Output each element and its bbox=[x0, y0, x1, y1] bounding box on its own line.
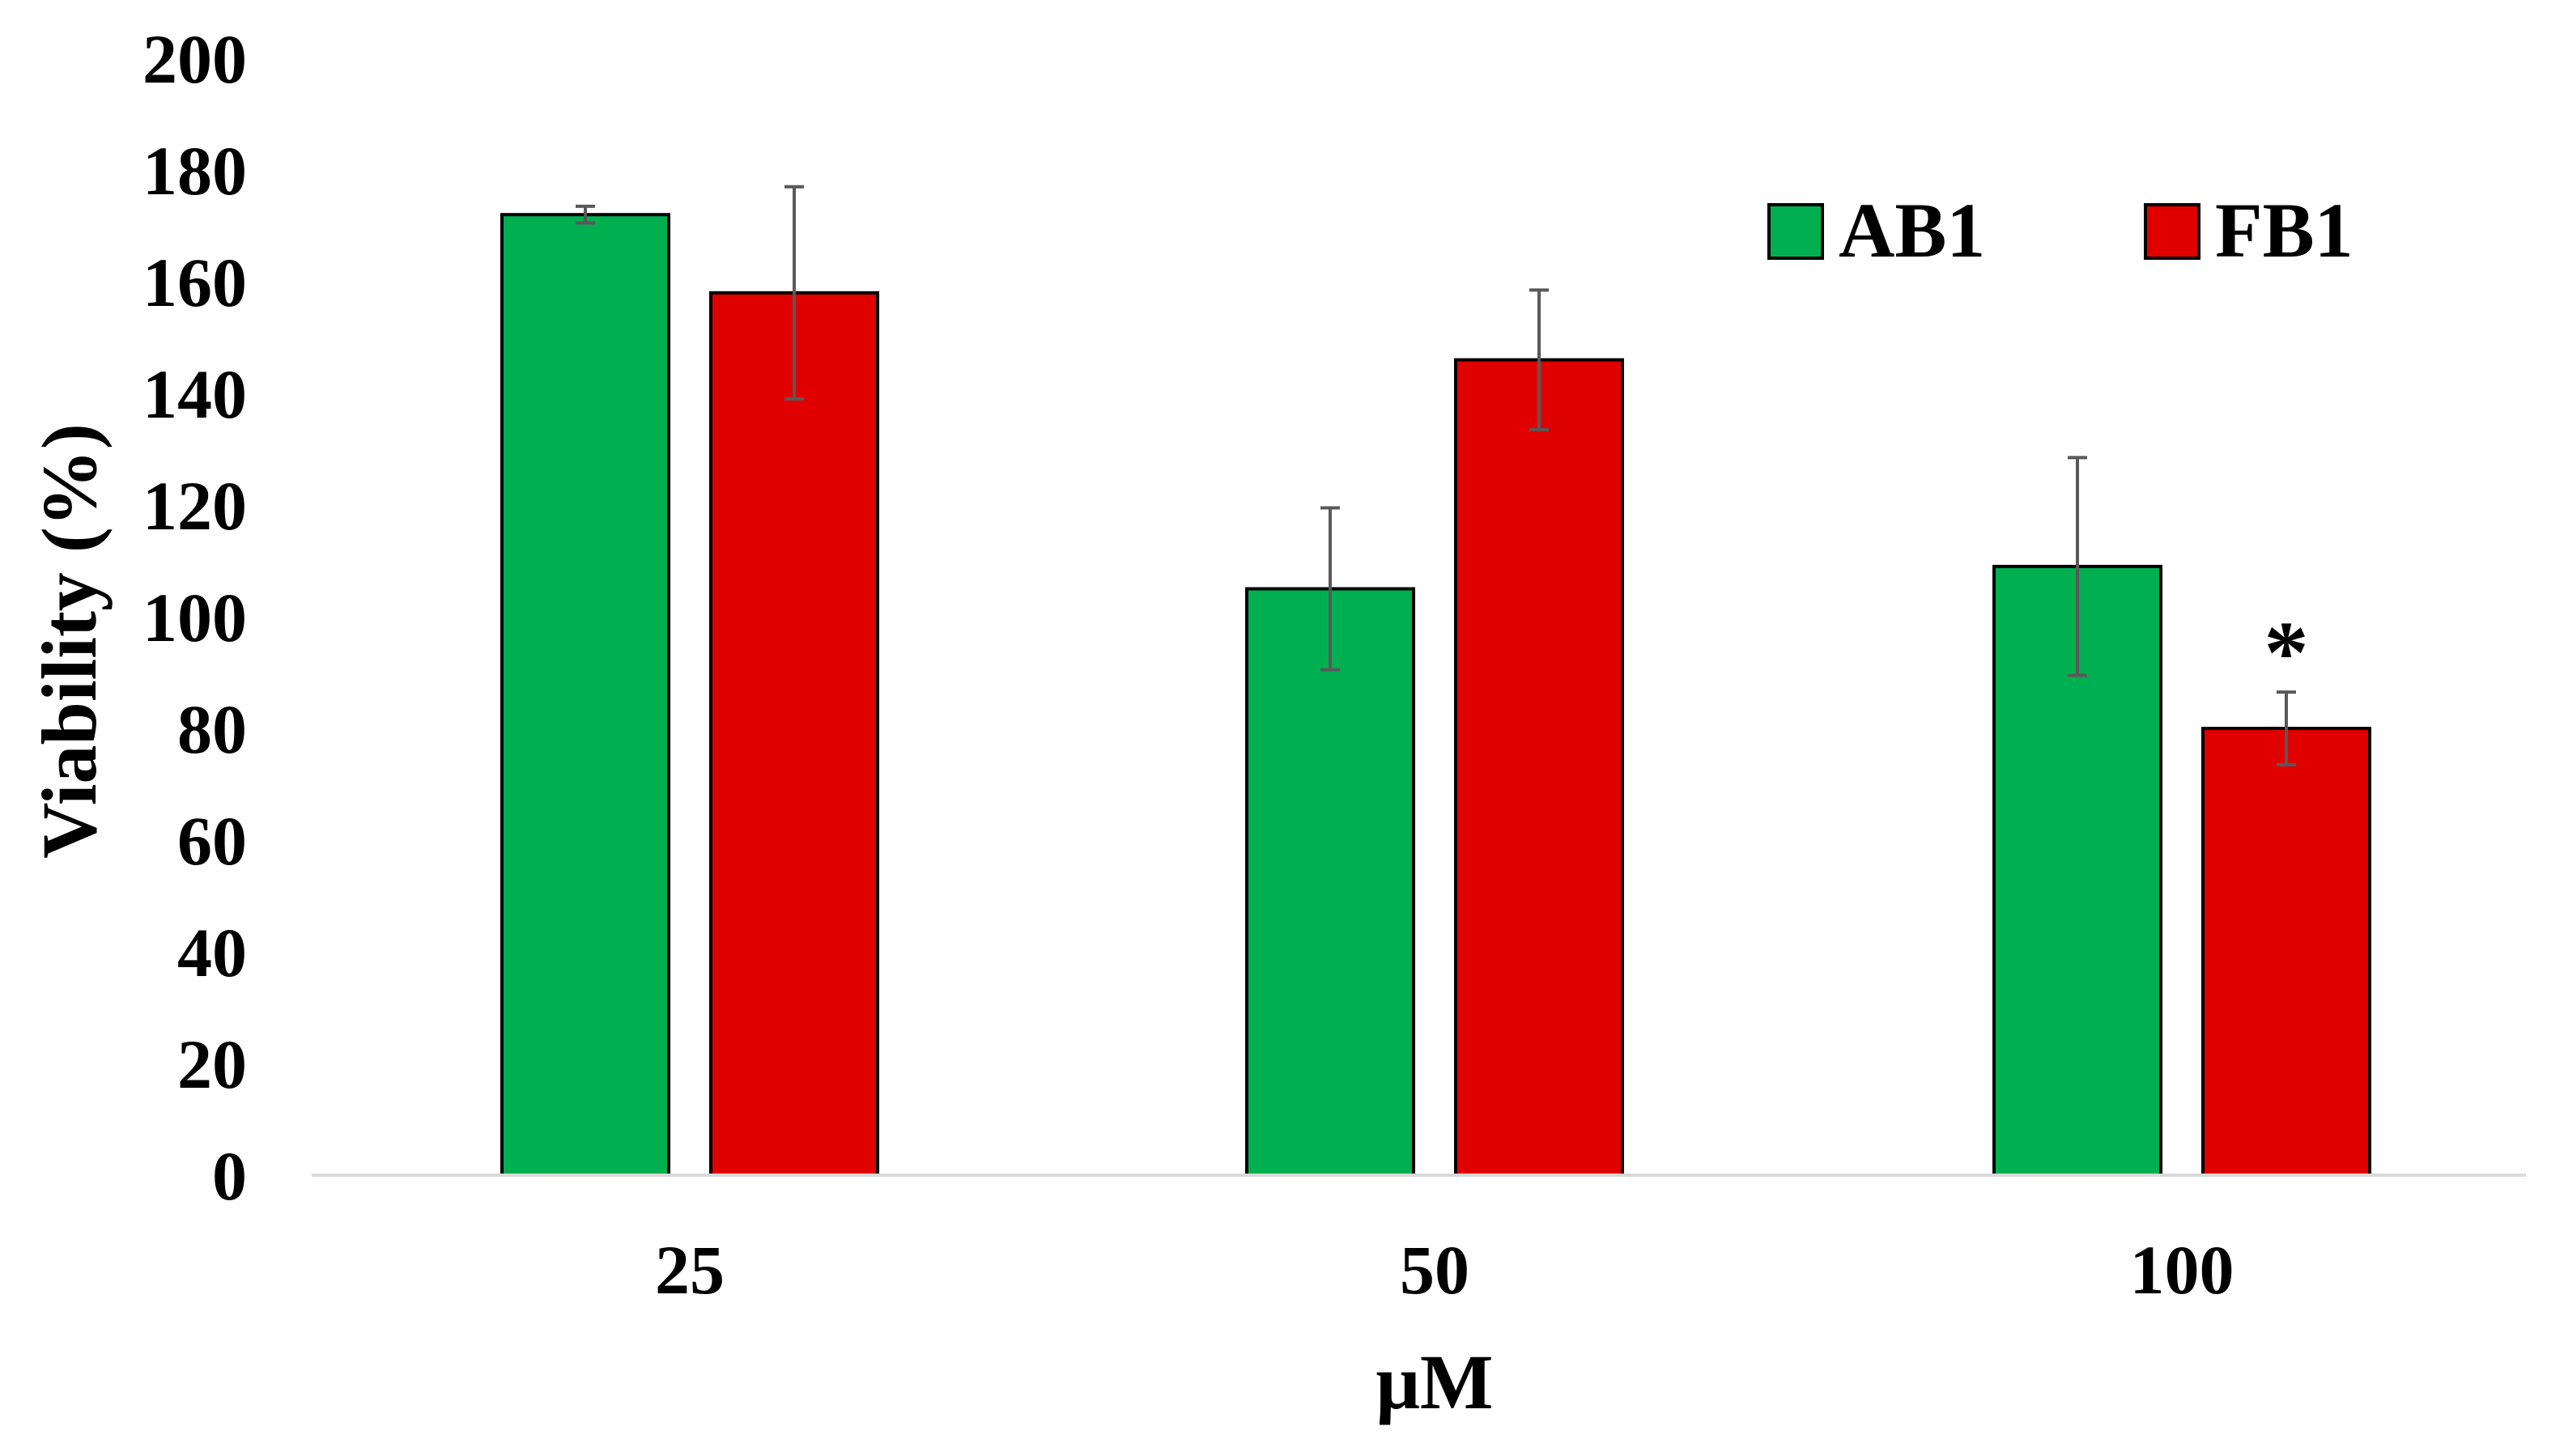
legend: AB1 FB1 bbox=[1767, 187, 2354, 274]
y-tick-label: 0 bbox=[212, 1137, 247, 1215]
y-tick-label: 120 bbox=[142, 467, 247, 545]
x-tick-label: 25 bbox=[655, 1231, 725, 1309]
bars bbox=[500, 213, 2371, 1178]
y-tick-label: 140 bbox=[142, 355, 247, 433]
bar-ab1-25 bbox=[500, 213, 670, 1178]
y-tick-label: 80 bbox=[177, 690, 247, 768]
y-tick-label: 100 bbox=[142, 579, 247, 656]
y-axis-ticks: 0 20 40 60 80 100 120 140 160 180 200 bbox=[142, 20, 247, 1215]
y-tick-label: 160 bbox=[142, 244, 247, 321]
bar-fb1-25 bbox=[709, 291, 879, 1177]
bar-fb1-50 bbox=[1454, 358, 1624, 1178]
y-tick-label: 200 bbox=[142, 20, 247, 98]
legend-swatch-fb1 bbox=[2144, 203, 2200, 260]
x-tick-label: 100 bbox=[2130, 1231, 2234, 1309]
y-tick-label: 60 bbox=[177, 802, 247, 880]
bar-ab1-50 bbox=[1245, 587, 1415, 1177]
bar-fb1-100 bbox=[2201, 727, 2371, 1177]
y-tick-label: 40 bbox=[177, 914, 247, 991]
legend-swatch-ab1 bbox=[1767, 203, 1824, 260]
x-axis-ticks: 25 50 100 bbox=[655, 1231, 2234, 1309]
y-axis-title: Viability (%) bbox=[26, 423, 113, 859]
legend-label-ab1: AB1 bbox=[1839, 187, 1985, 274]
significance-marker: * bbox=[2264, 603, 2309, 702]
x-axis-title: μM bbox=[1376, 1339, 1493, 1425]
legend-label-fb1: FB1 bbox=[2215, 187, 2354, 274]
x-tick-label: 50 bbox=[1400, 1231, 1469, 1309]
error-bars bbox=[576, 185, 2296, 766]
y-tick-label: 180 bbox=[142, 132, 247, 210]
y-tick-label: 20 bbox=[177, 1025, 247, 1103]
annotations: * bbox=[2264, 603, 2309, 702]
